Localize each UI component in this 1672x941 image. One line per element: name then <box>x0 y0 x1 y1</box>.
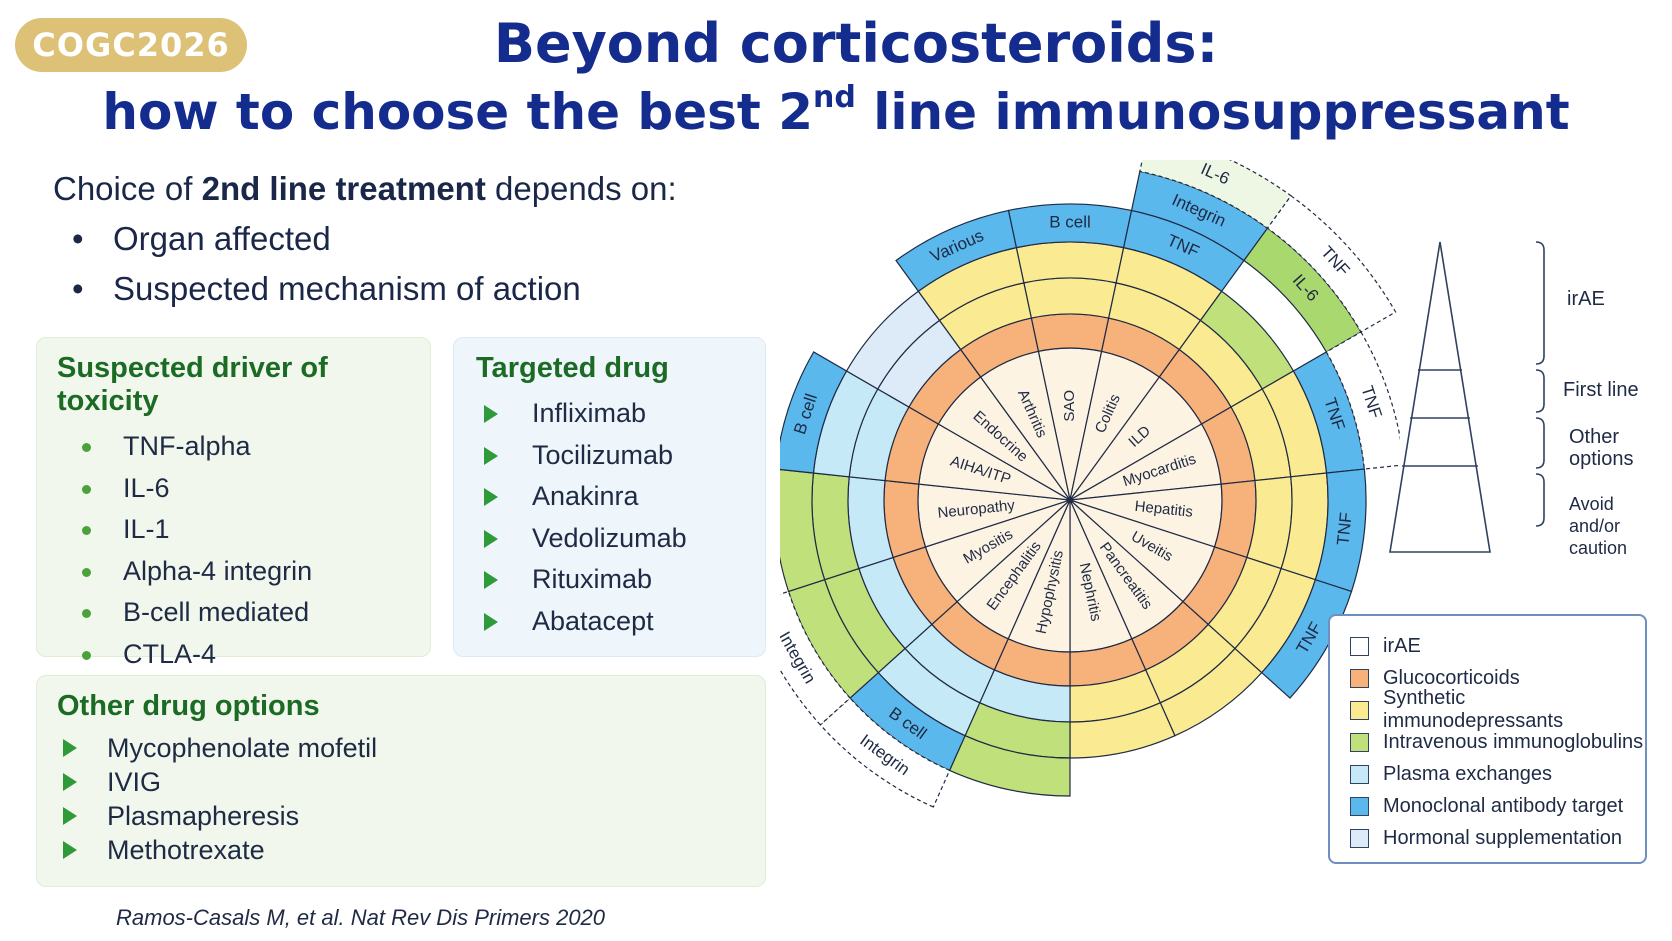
legend-item: Plasma exchanges <box>1350 758 1645 790</box>
legend-item: Synthetic immunodepressants <box>1350 687 1645 732</box>
driver-list: TNF-alpha IL-6 IL-1 Alpha-4 integrin B-c… <box>57 426 430 675</box>
legend-label: Plasma exchanges <box>1383 762 1552 785</box>
other-drugs-list: Mycophenolate mofetil IVIG Plasmapheresi… <box>37 731 765 867</box>
legend-label: irAE <box>1383 634 1421 657</box>
title-line-2-post: line immunosuppressant <box>855 83 1570 141</box>
dashed-target-segment <box>819 697 951 808</box>
intro-lead-pre: Choice of <box>53 170 202 207</box>
pyramid-label-avoid: Avoid and/or caution <box>1569 494 1628 558</box>
intro-section: Choice of 2nd line treatment depends on:… <box>53 170 677 320</box>
intro-bullet: Organ affected <box>53 220 677 258</box>
legend-swatch <box>1350 828 1369 848</box>
treatment-pyramid <box>1389 241 1491 553</box>
driver-item: Alpha-4 integrin <box>57 551 430 593</box>
pyramid-outline <box>1389 241 1491 553</box>
driver-item: CTLA-4 <box>57 634 430 676</box>
citation: Ramos-Casals M, et al. Nat Rev Dis Prime… <box>116 905 606 930</box>
legend-item: irAE <box>1350 630 1645 662</box>
organ-label: Hepatitis <box>1134 498 1194 521</box>
pyramid-label-first-line: First line <box>1563 379 1639 401</box>
drug-item: Anakinra <box>454 476 765 518</box>
intro-bullet: Suspected mechanism of action <box>53 270 677 308</box>
legend-swatch <box>1350 764 1369 784</box>
dashed-target-segment <box>1325 331 1400 470</box>
mab-label: B cell <box>1049 212 1091 231</box>
driver-item: IL-6 <box>57 468 430 510</box>
drug-heading: Targeted drug <box>476 352 669 384</box>
other-drugs-card: Other drug options Mycophenolate mofetil… <box>36 675 766 887</box>
legend-swatch <box>1350 636 1369 656</box>
legend-label: Glucocorticoids <box>1383 666 1520 689</box>
intro-lead: Choice of 2nd line treatment depends on: <box>53 170 677 208</box>
intro-lead-bold: 2nd line treatment <box>201 170 486 207</box>
intro-lead-post: depends on: <box>485 170 677 207</box>
therapy-ring-segment <box>1023 277 1117 319</box>
driver-item: B-cell mediated <box>57 592 430 634</box>
legend-swatch <box>1350 700 1369 720</box>
bracket-avoid <box>1535 473 1545 527</box>
conference-badge: COGC2026 <box>15 18 247 72</box>
drug-item: Rituximab <box>454 559 765 601</box>
treatment-wheel: B cellSAOTNFIntegrinIL-6ColitisIL-6TNFIL… <box>780 160 1400 808</box>
driver-item: IL-1 <box>57 509 430 551</box>
other-drug-item: Plasmapheresis <box>37 799 765 833</box>
mab-ring-segment <box>895 209 1018 293</box>
title-line-2-pre: how to choose the best 2 <box>102 83 813 141</box>
title-line-1: Beyond corticosteroids: <box>493 12 1219 75</box>
legend-label: Monoclonal antibody target <box>1383 794 1624 817</box>
dashed-target-segment <box>780 590 851 726</box>
drug-list: Infliximab Tocilizumab Anakinra Vedolizu… <box>454 393 765 642</box>
intro-bullets: Organ affected Suspected mechanism of ac… <box>53 220 677 308</box>
legend-label: Intravenous immunoglobulins <box>1383 730 1644 753</box>
mab-label: TNF <box>1333 511 1355 546</box>
drug-card: Targeted drug Infliximab Tocilizumab Ana… <box>453 337 766 657</box>
driver-item: TNF-alpha <box>57 426 430 468</box>
other-drug-item: IVIG <box>37 765 765 799</box>
other-drug-item: Mycophenolate mofetil <box>37 731 765 765</box>
pyramid-brackets <box>1535 241 1545 527</box>
drug-item: Infliximab <box>454 393 765 435</box>
glucocorticoid-ring-segment <box>1030 313 1110 353</box>
bracket-other-options <box>1535 417 1545 469</box>
other-drug-item: Methotrexate <box>37 833 765 867</box>
legend-item: Intravenous immunoglobulins <box>1350 726 1645 758</box>
other-drugs-heading: Other drug options <box>57 690 320 722</box>
legend-label: Hormonal supplementation <box>1383 826 1623 849</box>
bracket-irae <box>1535 241 1545 365</box>
organ-label: SAO <box>1061 390 1078 422</box>
title-line-2: how to choose the best 2nd line immunosu… <box>0 80 1672 141</box>
legend: irAE Glucocorticoids Synthetic immunodep… <box>1328 614 1647 864</box>
wheel-center <box>1067 497 1073 503</box>
drug-item: Abatacept <box>454 601 765 643</box>
legend-item: Hormonal supplementation <box>1350 822 1645 854</box>
legend-swatch <box>1350 796 1369 816</box>
pyramid-label-other-options: Other options <box>1569 426 1634 470</box>
title-line-2-sup: nd <box>813 80 856 115</box>
bracket-first-line <box>1535 369 1545 413</box>
legend-item: Monoclonal antibody target <box>1350 790 1645 822</box>
therapy-ring-segment <box>1015 241 1125 284</box>
legend-swatch <box>1350 732 1369 752</box>
driver-card: Suspected driver of toxicity TNF-alpha I… <box>36 337 431 669</box>
driver-heading: Suspected driver of toxicity <box>57 352 328 417</box>
legend-label: Synthetic immunodepressants <box>1383 687 1564 732</box>
drug-item: Vedolizumab <box>454 518 765 560</box>
drug-item: Tocilizumab <box>454 435 765 477</box>
pyramid-label-irae: irAE <box>1567 288 1605 310</box>
legend-item: Glucocorticoids <box>1350 662 1645 694</box>
legend-swatch <box>1350 668 1369 688</box>
